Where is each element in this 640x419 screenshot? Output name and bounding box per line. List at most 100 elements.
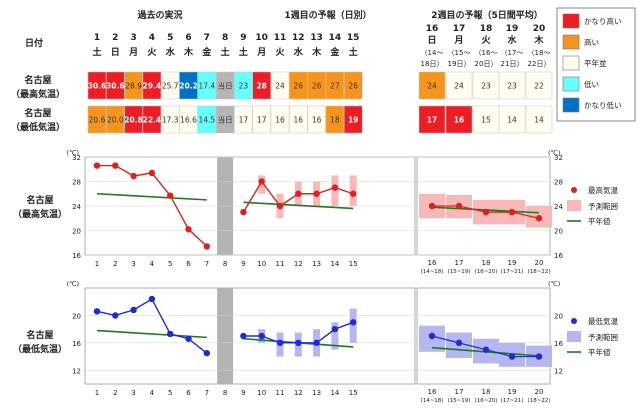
max-table-cell — [87, 71, 107, 100]
observed-point — [185, 335, 192, 342]
week2-range-start: （17～ — [501, 49, 524, 57]
legend-range-label: 予測範囲 — [588, 201, 618, 211]
x-tick-label: 11 — [276, 389, 285, 397]
x-tick-label: 2 — [113, 389, 117, 397]
day-number: 9 — [240, 33, 246, 43]
week2-day-weekday: 月 — [453, 35, 463, 46]
x-tick-label: 11 — [276, 260, 285, 268]
week2-title: 2週目の予報（5日間平均） — [431, 9, 543, 21]
week2-x-label: 20 — [535, 259, 544, 267]
min-table-value: 17 — [239, 116, 249, 125]
y-tick-label-right: 24 — [554, 203, 563, 211]
week2-x-label: 16 — [428, 259, 437, 267]
max-table-value: 20.2 — [179, 82, 198, 91]
legend-range-swatch — [567, 331, 581, 342]
week2-point — [482, 346, 490, 353]
x-tick-label: 3 — [131, 389, 135, 397]
forecast-point — [276, 202, 284, 210]
max-table-value: 27 — [330, 82, 340, 91]
week2-range-end: 18日） — [421, 60, 444, 68]
week2-x-sublabel: (16~20) — [475, 269, 498, 275]
day-weekday: 土 — [349, 46, 358, 58]
min-table-value: 19 — [348, 116, 358, 125]
week2-min-table-value: 15 — [481, 116, 491, 125]
forecast-point — [331, 325, 339, 333]
max-table-cell — [325, 71, 345, 100]
min-table-cell — [215, 105, 235, 134]
forecast-point — [240, 208, 247, 216]
row-label-min: （最低気温） — [11, 121, 65, 133]
week2-range-start: （15～ — [448, 49, 471, 57]
week2-range-start: （14～ — [421, 49, 444, 57]
observed-point — [130, 306, 137, 314]
max-table-cell — [215, 71, 235, 100]
max-table-value: 30.6 — [106, 82, 125, 91]
forecast-point — [295, 339, 302, 347]
week2-min-table-value: 16 — [454, 116, 464, 125]
observed-line — [96, 297, 208, 354]
week2-x-label: 20 — [535, 388, 544, 396]
week2-day-number: 16 — [426, 24, 439, 34]
normal-line — [96, 192, 207, 201]
observed-point — [148, 169, 156, 177]
min-table-cell — [87, 105, 107, 134]
min-table-cell — [106, 105, 125, 134]
day-weekday: 土 — [239, 46, 248, 58]
forecast-point — [240, 332, 247, 340]
x-tick-label: 9 — [241, 260, 245, 268]
week2-x-label: 19 — [508, 388, 517, 396]
week2-point — [428, 332, 436, 340]
week2-x-sublabel: (18~22) — [528, 398, 551, 404]
day-number: 14 — [329, 33, 342, 43]
week2-min-table-value: 14 — [534, 116, 544, 125]
y-tick-label-right: 20 — [554, 312, 563, 320]
week2-range-start: （16～ — [475, 49, 498, 57]
max-table-value: 17.4 — [198, 82, 215, 91]
min-table-value: 22.4 — [143, 116, 162, 125]
observed-point — [112, 162, 119, 169]
min-table-cell — [307, 105, 326, 134]
y-tick-label-right: 28 — [554, 179, 563, 187]
y-tick-label-right: 32 — [554, 154, 563, 162]
observed-point — [167, 192, 174, 199]
week2-min-table-value: 14 — [507, 116, 517, 125]
legend-swatch-low — [562, 76, 580, 92]
forecast-point — [313, 339, 320, 347]
min-table-value: 20.6 — [89, 116, 106, 125]
y-unit-label-right: (℃) — [548, 280, 560, 288]
observed-point — [148, 295, 156, 303]
x-tick-label: 10 — [257, 260, 266, 268]
week2-range-end: 21日） — [501, 60, 524, 68]
legend-label-low: 低い — [584, 79, 599, 89]
day-weekday: 木 — [183, 46, 194, 58]
x-tick-label: 10 — [257, 389, 266, 397]
day-number: 3 — [130, 33, 136, 43]
week2-max-table-value: 24 — [427, 82, 437, 91]
max-table-value: 23 — [239, 82, 249, 91]
week2-point — [508, 353, 516, 360]
week2-max-table-cell — [498, 71, 526, 100]
observed-point — [185, 226, 192, 233]
legend-label-high: 高い — [584, 37, 599, 47]
week2-max-table-cell — [445, 71, 473, 100]
week1-title: 1週目の予報（日別） — [284, 9, 371, 21]
week2-x-label: 18 — [482, 388, 491, 396]
observed-point — [112, 312, 119, 319]
y-unit-label: (℃) — [67, 149, 79, 157]
row-label-city: 名古屋 — [24, 74, 51, 86]
x-tick-label: 6 — [186, 260, 191, 268]
week2-x-label: 17 — [455, 259, 464, 267]
max-table-value: 26 — [348, 82, 358, 91]
max-table-value: 当日 — [218, 81, 233, 91]
week2-x-sublabel: (14~18) — [421, 269, 444, 275]
day-weekday: 土 — [221, 46, 230, 58]
week2-max-table-value: 22 — [534, 82, 544, 91]
week2-x-sublabel: (18~22) — [528, 269, 551, 275]
min-table-cell — [160, 105, 180, 134]
max-table-cell — [252, 71, 271, 100]
x-tick-label: 7 — [205, 389, 209, 397]
legend-point-label: 最低気温 — [588, 316, 618, 326]
x-tick-label: 1 — [95, 389, 99, 397]
day-number: 7 — [204, 33, 210, 43]
